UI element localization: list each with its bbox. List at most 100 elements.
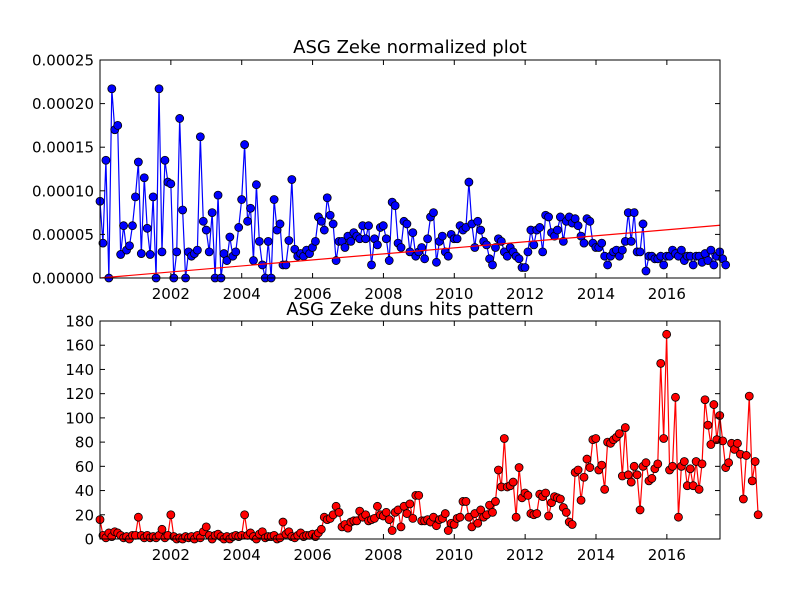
bottom-chart-series-0-point bbox=[718, 436, 728, 446]
bottom-chart-series-0-point bbox=[405, 499, 415, 509]
top-chart-series-0-point bbox=[437, 231, 447, 241]
top-chart-series-0-point bbox=[204, 247, 214, 257]
top-chart-series-0-point bbox=[629, 208, 639, 218]
bottom-chart-series-0-point bbox=[615, 429, 624, 439]
top-chart-series-0-point bbox=[709, 260, 719, 270]
top-chart-series-0-point bbox=[520, 263, 530, 272]
top-chart-series-0-point bbox=[269, 195, 279, 204]
bottom-chart-series-0-point bbox=[629, 461, 639, 471]
top-chart-series-0-point bbox=[555, 212, 565, 222]
bottom-chart-series-0-point bbox=[334, 507, 344, 517]
top-chart-series-0-point bbox=[284, 236, 294, 245]
top-chart-series-0-point bbox=[116, 250, 126, 259]
top-chart-series-0-point bbox=[367, 260, 376, 270]
bottom-chart-series-0-point bbox=[133, 512, 143, 522]
top-chart-series-0-point bbox=[443, 251, 453, 261]
bottom-chart-series-0-point bbox=[381, 507, 391, 517]
bottom-chart-series-0-point bbox=[600, 484, 610, 494]
top-chart-y-tick-label: 0.00005 bbox=[32, 226, 94, 244]
bottom-chart-series-0-point bbox=[561, 507, 571, 517]
top-chart-series-0-point bbox=[133, 157, 143, 167]
bottom-chart-series-0-point bbox=[597, 460, 607, 470]
top-chart-x-tick-label: 2016 bbox=[648, 285, 686, 303]
top-chart-series-0-point bbox=[402, 219, 412, 229]
top-chart-series-0-point bbox=[585, 216, 595, 226]
top-chart-series-0-point bbox=[252, 180, 261, 190]
bottom-chart-x-tick-label: 2004 bbox=[223, 546, 261, 564]
top-chart-series-0-point bbox=[311, 236, 320, 246]
bottom-chart-series-0-point bbox=[703, 420, 713, 430]
bottom-chart-x-tick-label: 2016 bbox=[648, 546, 686, 564]
bottom-chart-series-0-point bbox=[508, 477, 518, 487]
top-chart-title: ASG Zeke normalized plot bbox=[293, 37, 527, 58]
top-chart-series-0-point bbox=[101, 155, 111, 165]
top-chart-series-0-point bbox=[198, 216, 208, 226]
top-chart-x-tick-label: 2002 bbox=[152, 285, 190, 303]
bottom-chart-x-tick-label: 2006 bbox=[293, 546, 331, 564]
top-chart-series-0-point bbox=[98, 238, 108, 248]
top-chart-series-0-point bbox=[322, 193, 332, 203]
top-chart-series-0-point bbox=[319, 225, 329, 235]
bottom-chart-series-0-point bbox=[511, 512, 521, 522]
top-chart-series-0-point bbox=[175, 114, 185, 123]
bottom-chart-series-0-point bbox=[491, 497, 500, 506]
top-chart-series-0-point bbox=[243, 216, 252, 226]
top-chart-series-0-point bbox=[535, 223, 545, 232]
bottom-chart-series-0-point bbox=[626, 477, 636, 487]
bottom-chart-series-0-point bbox=[659, 434, 669, 443]
bottom-chart-plot: 2002 2004 2006 2008 2010 2012 2014 2016 0 20 40 60 8… bbox=[65, 313, 763, 564]
bottom-chart-series-0-point bbox=[544, 511, 553, 521]
top-chart-series-0-point bbox=[246, 203, 255, 213]
bottom-chart-series-0-point bbox=[440, 509, 450, 518]
bottom-chart-series-0-point bbox=[455, 512, 465, 522]
top-chart-series-0-point bbox=[473, 216, 483, 226]
bottom-chart-series-0-point bbox=[685, 464, 695, 474]
top-chart-series-0-point bbox=[125, 241, 134, 251]
bottom-chart-series-0-point bbox=[697, 459, 707, 469]
bottom-chart-y-tick-label: 180 bbox=[65, 313, 94, 331]
top-chart-series-0-point bbox=[544, 212, 553, 222]
top-chart-series-0-point bbox=[195, 132, 205, 142]
bottom-chart-series-0-point bbox=[738, 494, 748, 504]
top-chart-y-tick-label: 0.00000 bbox=[32, 270, 94, 288]
top-chart-series-0-point bbox=[231, 247, 241, 257]
bottom-chart-series-0-point bbox=[653, 459, 663, 469]
bottom-chart-series-0-point bbox=[316, 524, 326, 534]
bottom-chart-series-0-point bbox=[668, 461, 677, 471]
top-chart-series-0-point bbox=[514, 254, 524, 264]
bottom-chart-y-tick-label: 20 bbox=[75, 506, 94, 524]
top-chart-series-0-point bbox=[529, 240, 539, 250]
bottom-chart-series-0-point bbox=[582, 454, 592, 464]
top-chart-y-tick-label: 0.00025 bbox=[32, 52, 94, 70]
top-chart-series-0-point bbox=[287, 175, 297, 184]
bottom-chart-y-tick-label: 160 bbox=[65, 337, 94, 355]
bottom-chart-series-0-point bbox=[585, 463, 595, 472]
top-chart-series-0-point bbox=[390, 201, 400, 211]
top-chart-x-tick-label: 2008 bbox=[364, 285, 402, 303]
top-chart-series-1-line bbox=[99, 224, 721, 279]
top-chart-series-0-point bbox=[237, 195, 247, 204]
top-chart-series-0-point bbox=[225, 232, 235, 242]
top-chart-series-0-point bbox=[207, 208, 217, 218]
top-chart-series-0-point bbox=[275, 219, 285, 229]
bottom-chart-series-0-point bbox=[514, 463, 524, 472]
bottom-chart-series-0-point bbox=[541, 488, 551, 498]
top-chart-series-0-point bbox=[703, 256, 713, 265]
bottom-chart-series-0-point bbox=[166, 510, 176, 520]
top-chart-series-0-point bbox=[128, 221, 137, 231]
bottom-chart-series-0-point bbox=[733, 438, 742, 448]
bottom-chart-series-0-point bbox=[494, 465, 503, 475]
bottom-chart-series-0-point bbox=[709, 400, 719, 409]
top-chart-series-0-point bbox=[346, 236, 356, 246]
top-chart-series-0-point bbox=[119, 221, 129, 231]
top-chart-series-0-point bbox=[603, 260, 613, 270]
bottom-chart-series-0-point bbox=[750, 457, 760, 466]
top-chart-x-tick-label: 2012 bbox=[506, 285, 544, 303]
bottom-chart-series-0-point bbox=[579, 472, 589, 482]
top-chart-series-0-point bbox=[470, 243, 480, 252]
top-chart-plot-frame bbox=[99, 59, 721, 279]
top-chart-series-0-point bbox=[139, 173, 149, 183]
top-chart-series-0-point bbox=[688, 260, 698, 270]
top-chart-series-0-point bbox=[676, 245, 686, 255]
